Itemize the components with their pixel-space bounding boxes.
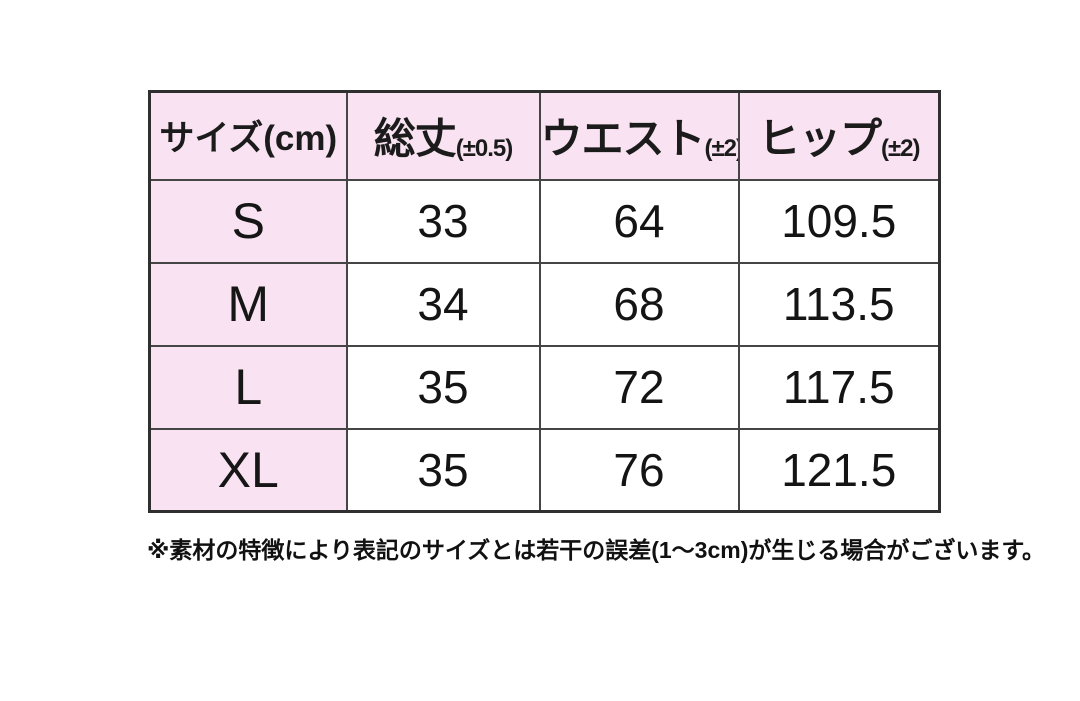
- header-size: サイズ(cm): [148, 90, 348, 181]
- header-row: サイズ(cm) 総丈(±0.5) ウエスト(±2) ヒップ(±2): [148, 90, 941, 181]
- table-row-s: S 33 64 109.5: [148, 178, 941, 264]
- waist-value-s: 64: [538, 178, 740, 264]
- header-length-tolerance: (±0.5): [455, 135, 514, 163]
- header-waist-tolerance: (±2): [704, 135, 737, 163]
- waist-value-xl: 76: [538, 427, 740, 513]
- hip-value-l: 117.5: [737, 344, 941, 430]
- header-hip: ヒップ(±2): [737, 90, 941, 181]
- waist-value-l: 72: [538, 344, 740, 430]
- hip-value-s: 109.5: [737, 178, 941, 264]
- size-label-xl: XL: [148, 427, 348, 513]
- length-value-m: 34: [345, 261, 541, 347]
- hip-value-m: 113.5: [737, 261, 941, 347]
- header-waist: ウエスト(±2): [538, 90, 740, 181]
- disclaimer-note: ※素材の特徴により表記のサイズとは若干の誤差(1〜3cm)が生じる場合がございま…: [147, 537, 1046, 563]
- header-hip-label: ヒップ: [757, 115, 882, 163]
- hip-value-xl: 121.5: [737, 427, 941, 513]
- size-label-l: L: [148, 344, 348, 430]
- length-value-s: 33: [345, 178, 541, 264]
- table-row-l: L 35 72 117.5: [148, 344, 941, 430]
- size-label-m: M: [148, 261, 348, 347]
- waist-value-m: 68: [538, 261, 740, 347]
- header-length: 総丈(±0.5): [345, 90, 541, 181]
- header-waist-label: ウエスト: [540, 115, 706, 163]
- table-row-m: M 34 68 113.5: [148, 261, 941, 347]
- length-value-l: 35: [345, 344, 541, 430]
- length-value-xl: 35: [345, 427, 541, 513]
- table-row-xl: XL 35 76 121.5: [148, 427, 941, 513]
- header-length-label: 総丈: [373, 115, 457, 163]
- header-size-label: サイズ(cm): [159, 119, 338, 159]
- size-chart-table: サイズ(cm) 総丈(±0.5) ウエスト(±2) ヒップ(±2) S 33 6…: [148, 90, 941, 513]
- size-label-s: S: [148, 178, 348, 264]
- header-hip-tolerance: (±2): [881, 135, 921, 163]
